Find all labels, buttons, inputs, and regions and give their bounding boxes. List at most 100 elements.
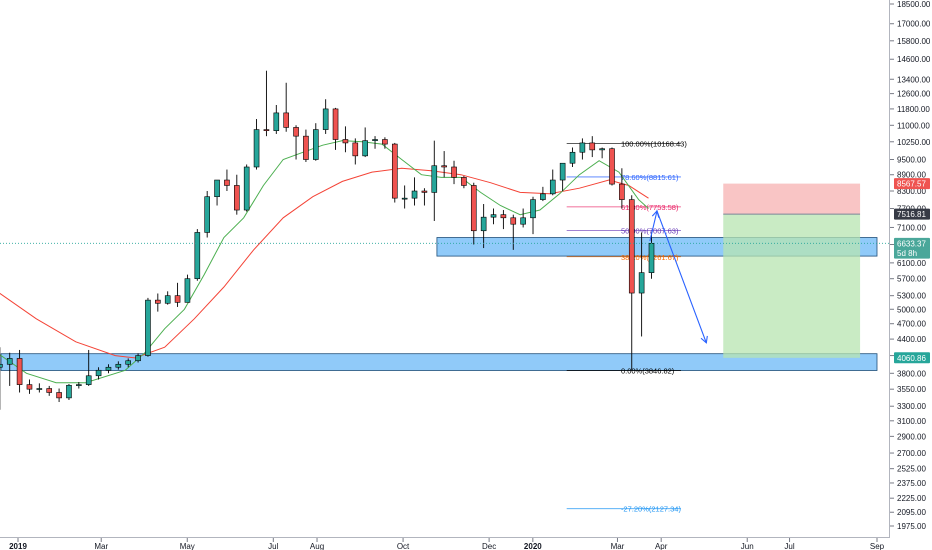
time-tick-label: Jul [268,542,278,550]
time-tick-label: Dec [482,542,496,550]
stop-loss-zone [723,183,861,215]
candle-body [6,358,13,365]
candle-body [599,148,605,151]
candle-body [619,183,625,200]
candle-body [164,295,171,304]
candle-body [401,197,408,200]
candle-body [421,190,428,193]
fib-level-label: 78.60%(8815.61) [621,173,679,182]
price-tick-label: 2375.00 [897,479,926,488]
candle-body [411,190,418,199]
price-axis-tag-text: 6633.37 [897,239,926,248]
time-axis[interactable]: 2019 Mar May Jul Aug Oct Dec 2020 Mar Apr Jun Jul Se… [9,538,885,550]
price-tick-label: 8300.00 [897,187,926,196]
candle-body [352,142,359,157]
candle-body [303,135,309,160]
projection-arrow-head-down [700,335,708,344]
candle-body [559,162,566,181]
candle-body [638,272,645,294]
candle-body [480,216,487,232]
candle-body [391,143,398,199]
candle-body [115,363,122,368]
price-tick-label: 5300.00 [897,292,926,301]
candle-body [0,363,3,368]
price-tick-label: 17000.00 [897,20,931,29]
candle-body [184,278,191,303]
price-tick-label: 2525.00 [897,465,926,474]
time-tick-label: Mar [611,542,625,550]
price-axis-tag [894,178,930,190]
fib-level-label: 100.00%(10168.43) [621,140,687,149]
price-axis-tag [894,208,930,220]
candle-body [46,388,53,393]
candle-body [431,165,438,193]
price-tick-label: 14600.00 [897,55,931,64]
candle-body [194,232,201,279]
price-axis-tag-text: 4060.86 [897,354,926,363]
candle-body [451,166,457,178]
candle-body [95,369,102,377]
candle-body [26,384,33,390]
candle-body [382,139,388,145]
price-axis[interactable]: 18500.00 17000.00 15800.00 14600.00 13400.00… [890,0,931,531]
candle-body [283,112,289,128]
price-tick-label: 18500.00 [897,0,931,9]
candle-body [312,129,319,160]
candle-body [549,179,556,195]
time-tick-label: Jun [741,542,754,550]
price-tick-label: 8900.00 [897,171,926,180]
projection-arrow[interactable] [649,209,708,344]
candle-body [105,366,112,371]
price-tick-label: 11000.00 [897,121,930,130]
candle-body [234,185,240,211]
candle-body [76,384,82,386]
fib-level-label: 61.80%(7753.58) [621,203,679,212]
take-profit-zone [723,214,861,358]
candle-body [214,179,220,198]
time-tick-label: Mar [94,542,108,550]
time-tick-label: 2019 [9,542,27,550]
price-tick-label: 6100.00 [897,259,926,268]
price-axis-tag [894,237,930,249]
candle-body [609,148,615,185]
candle-body [293,127,299,137]
time-tick-label: Oct [397,542,410,550]
time-tick-label: Jul [784,542,794,550]
ema-fast-line [0,140,649,384]
candle-body [648,243,655,273]
price-axis-tag-text: 8567.57 [897,180,926,189]
price-axis-tag-text: 7516.81 [897,210,926,219]
price-tick-label: 7100.00 [897,223,926,232]
time-tick-label: 2020 [524,542,542,550]
candle-body [273,112,280,131]
candle-body [490,214,497,218]
candle-body [66,384,72,399]
support-zone [0,353,878,371]
position-tool[interactable] [723,183,861,358]
fibonacci-retracement[interactable]: 100.00%(10168.43) 78.60%(8815.61) 61.80%(7… [566,140,688,514]
candle-body [332,108,339,140]
fib-level-label: -27.20%(2127.34) [621,505,682,514]
price-tick-label: 3550.00 [897,385,926,394]
candle-body [569,151,576,164]
candle-body [530,199,536,219]
candlesticks [0,70,655,410]
candle-body [520,217,526,225]
price-axis-background [890,0,932,538]
price-tick-label: 2095.00 [897,508,926,517]
candle-body [362,140,368,157]
candle-body [470,185,477,232]
candle-body [322,108,329,130]
candle-body [540,193,546,200]
fib-level-label: 50.00%(7007.63) [621,227,679,236]
candle-body [263,129,270,131]
candle-body [56,392,62,399]
price-tick-label: 11800.00 [897,105,930,114]
price-tick-label: 9500.00 [897,156,926,165]
price-tick-label: 12600.00 [897,90,931,99]
fib-level-label: 0.00%(3846.82) [621,366,675,375]
candle-body [16,358,23,385]
candle-body [441,165,447,168]
